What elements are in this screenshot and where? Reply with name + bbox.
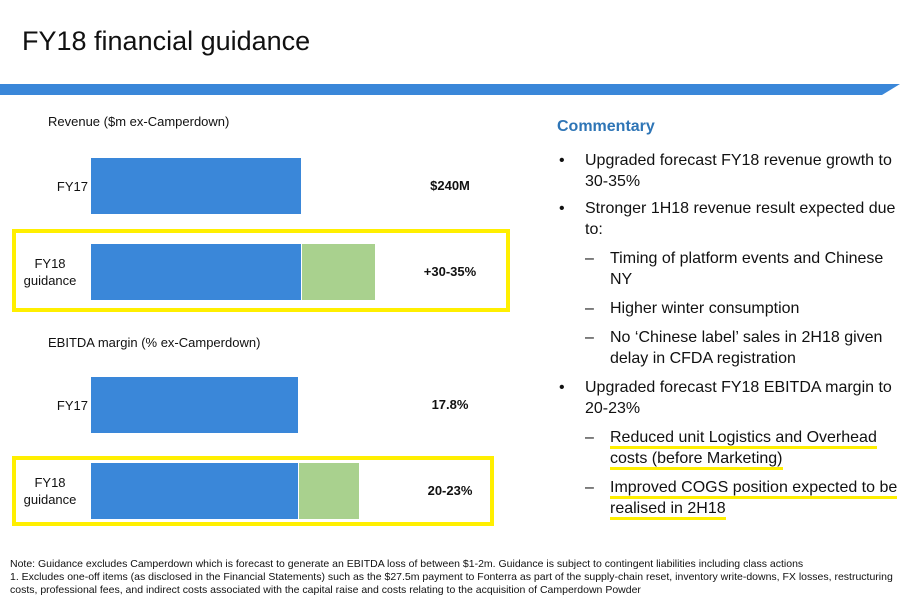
sub-bullet: Timing of platform events and Chinese NY [585, 248, 907, 290]
highlight-box [12, 229, 510, 312]
category-label: FY17 [56, 178, 88, 194]
sub-list: Reduced unit Logistics and Overhead cost… [585, 427, 907, 520]
sub-bullet-text: Reduced unit Logistics and Overhead cost… [610, 429, 877, 470]
category-label: FY18 guidance [23, 256, 77, 288]
sub-bullet: No ‘Chinese label’ sales in 2H18 given d… [585, 327, 907, 369]
value-label: $240M [430, 178, 470, 193]
value-label: 17.8% [431, 397, 469, 412]
commentary: Commentary Upgraded forecast FY18 revenu… [557, 118, 907, 527]
chart-title: EBITDA margin (% ex-Camperdown) [48, 335, 261, 350]
note: Note: Guidance excludes Camperdown which… [10, 558, 804, 570]
sub-bullet-text: Higher winter consumption [610, 300, 800, 317]
sub-bullet: Higher winter consumption [585, 298, 907, 319]
bar [91, 244, 302, 300]
sub-bullet: Reduced unit Logistics and Overhead cost… [585, 427, 907, 470]
bullet-text: Upgraded forecast FY18 EBITDA margin to … [585, 379, 892, 417]
bar [91, 158, 302, 214]
bullet: Stronger 1H18 revenue result expected du… [557, 198, 907, 369]
category-label: FY18 guidance [23, 475, 77, 507]
sub-bullet-text: No ‘Chinese label’ sales in 2H18 given d… [610, 329, 883, 367]
bar [301, 244, 375, 300]
bullet: Upgraded forecast FY18 revenue growth to… [557, 150, 907, 192]
slide-title: FY18 financial guidance [22, 26, 311, 56]
note: 1. Excludes one-off items (as disclosed … [10, 571, 893, 596]
value-label: +30-35% [423, 264, 477, 279]
chart-title: Revenue ($m ex-Camperdown) [48, 114, 230, 129]
sub-bullet-text: Timing of platform events and Chinese NY [610, 250, 884, 288]
bullet-text: Stronger 1H18 revenue result expected du… [585, 200, 896, 238]
commentary-heading: Commentary [557, 118, 655, 135]
sub-bullet: Improved COGS position expected to be re… [585, 477, 907, 520]
bar [91, 377, 299, 433]
bar [91, 463, 299, 519]
notes: Note: Guidance excludes Camperdown which… [10, 558, 915, 597]
bullet: Upgraded forecast FY18 EBITDA margin to … [557, 377, 907, 520]
bar [298, 463, 359, 519]
sub-list: Timing of platform events and Chinese NY… [585, 248, 907, 369]
bullet-text: Upgraded forecast FY18 revenue growth to… [585, 152, 892, 190]
commentary-list: Upgraded forecast FY18 revenue growth to… [557, 150, 907, 520]
sub-bullet-text: Improved COGS position expected to be re… [610, 479, 898, 520]
header-band [0, 84, 900, 95]
highlight-box [12, 456, 494, 526]
value-label: 20-23% [427, 483, 473, 498]
category-label: FY17 [56, 397, 88, 413]
